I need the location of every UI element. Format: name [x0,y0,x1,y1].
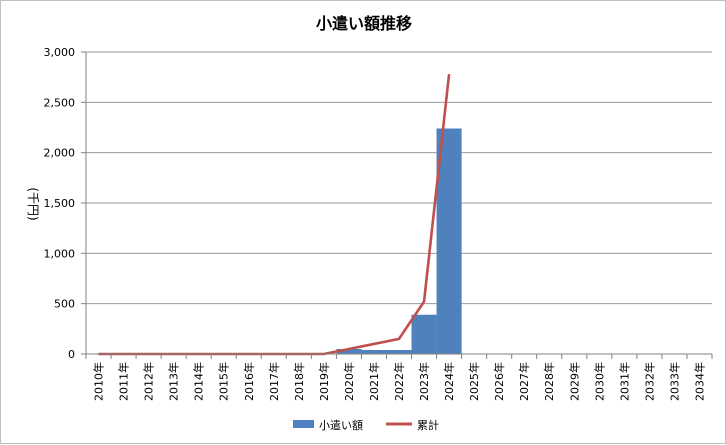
x-tick-label: 2034年 [692,362,706,401]
x-tick-label: 2027年 [517,362,531,401]
x-tick-labels: 2010年 2011年 2012年 2013年 2014年 2015年 2016年 2017年… [92,362,707,401]
axes [81,51,713,359]
y-tick-label: 2,000 [44,147,76,160]
x-tick-label: 2026年 [492,362,506,401]
x-tick-label: 2029年 [567,362,581,401]
x-tick-label: 2019年 [317,362,331,401]
x-tick-label: 2025年 [467,362,481,401]
y-tick-label: 1,500 [44,197,76,210]
y-tick-label: 2,500 [44,96,76,109]
y-axis-label: (千円) [26,187,40,220]
x-tick-label: 2030年 [592,362,606,401]
y-tick-label: 1,000 [44,247,76,260]
x-tick-label: 2010年 [92,362,106,401]
x-tick-label: 2033年 [667,362,681,401]
x-tick-label: 2018年 [292,362,306,401]
x-tick-label: 2015年 [217,362,231,401]
bar-series [336,128,462,354]
x-tick-label: 2020年 [342,362,356,401]
bar [411,314,437,354]
x-tick-label: 2024年 [442,362,456,401]
x-tick-label: 2023年 [417,362,431,401]
x-tick-label: 2014年 [192,362,206,401]
x-tick-label: 2011年 [117,362,131,401]
bar [361,349,387,354]
bar [386,349,412,354]
legend-label: 累計 [417,418,439,432]
bar [336,348,362,354]
y-tick-label: 3,000 [44,46,76,59]
y-tick-label: 500 [54,298,75,311]
legend-label: 小遣い額 [319,418,363,432]
x-tick-label: 2016年 [242,362,256,401]
x-tick-label: 2021年 [367,362,381,401]
legend: 小遣い額 累計 [293,418,439,432]
x-tick-label: 2022年 [392,362,406,401]
line-series [98,74,451,356]
line-series-path [98,74,451,356]
x-tick-label: 2031年 [617,362,631,401]
x-tick-label: 2012年 [142,362,156,401]
x-tick-label: 2028年 [542,362,556,401]
bar [436,128,462,354]
x-tick-label: 2032年 [642,362,656,401]
y-tick-label: 0 [68,348,75,361]
legend-swatch-bar [293,420,314,428]
grid-layer [86,51,712,305]
x-tick-label: 2013年 [167,362,181,401]
chart-title: 小遣い額推移 [316,14,412,33]
x-tick-label: 2017年 [267,362,281,401]
y-tick-labels: 0 500 1,000 1,500 2,000 2,500 3,000 [44,46,76,361]
